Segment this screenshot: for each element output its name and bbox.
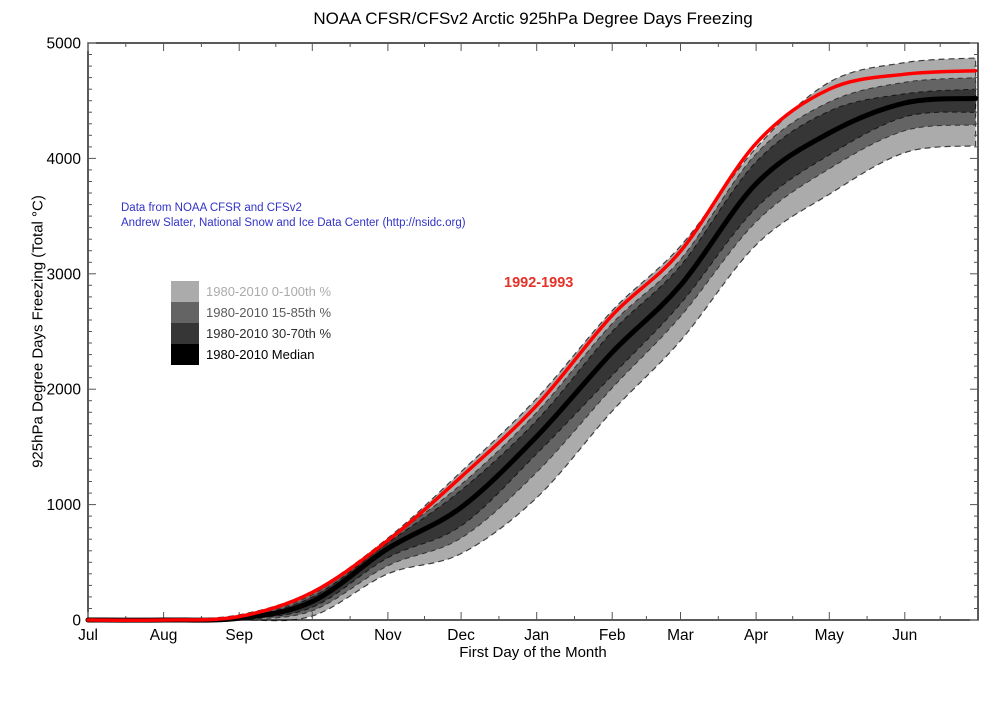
- y-axis-label: 925hPa Degree Days Freezing (Total °C): [29, 195, 47, 468]
- data-source-annotation: Data from NOAA CFSR and CFSv2 Andrew Sla…: [121, 201, 466, 231]
- legend-swatch-0-100th: [171, 281, 199, 302]
- median-line: [85, 95, 979, 623]
- svg-text:Apr: Apr: [744, 627, 768, 644]
- svg-text:May: May: [815, 627, 845, 644]
- highlight-line-1992-1993: [86, 68, 978, 623]
- svg-text:Dec: Dec: [447, 627, 475, 644]
- band-15-85th: [87, 77, 977, 621]
- svg-text:Feb: Feb: [599, 627, 626, 644]
- legend-item-median: 1980-2010 Median: [171, 344, 331, 365]
- x-axis-label: First Day of the Month: [459, 644, 607, 661]
- svg-text:Jul: Jul: [78, 627, 98, 644]
- svg-text:Jun: Jun: [892, 627, 917, 644]
- legend: 1980-2010 0-100th % 1980-2010 15-85th % …: [171, 281, 331, 365]
- svg-text:3000: 3000: [47, 266, 82, 283]
- legend-swatch-median: [171, 344, 199, 365]
- annotation-line-1: Data from NOAA CFSR and CFSv2: [121, 202, 302, 214]
- svg-text:Oct: Oct: [300, 627, 325, 644]
- svg-text:Mar: Mar: [667, 627, 694, 644]
- svg-text:Aug: Aug: [150, 627, 178, 644]
- svg-text:Sep: Sep: [225, 627, 253, 644]
- highlight-series-label: 1992-1993: [504, 275, 574, 291]
- svg-text:1000: 1000: [47, 497, 82, 514]
- legend-label: 1980-2010 Median: [206, 347, 315, 362]
- legend-label: 1980-2010 0-100th %: [206, 284, 332, 299]
- legend-item-15-85th: 1980-2010 15-85th %: [171, 302, 331, 323]
- svg-text:2000: 2000: [47, 382, 82, 399]
- annotation-line-2: Andrew Slater, National Snow and Ice Dat…: [121, 217, 466, 229]
- legend-item-0-100th: 1980-2010 0-100th %: [171, 281, 331, 302]
- svg-text:5000: 5000: [47, 36, 82, 53]
- svg-text:4000: 4000: [47, 151, 82, 168]
- legend-swatch-15-85th: [171, 302, 199, 323]
- legend-label: 1980-2010 30-70th %: [206, 326, 332, 341]
- legend-item-30-70th: 1980-2010 30-70th %: [171, 323, 331, 344]
- legend-swatch-30-70th: [171, 323, 199, 344]
- svg-text:0: 0: [72, 613, 81, 630]
- legend-label: 1980-2010 15-85th %: [206, 305, 332, 320]
- svg-text:Nov: Nov: [374, 627, 402, 644]
- svg-text:Jan: Jan: [524, 627, 549, 644]
- chart-title: NOAA CFSR/CFSv2 Arctic 925hPa Degree Day…: [313, 9, 753, 28]
